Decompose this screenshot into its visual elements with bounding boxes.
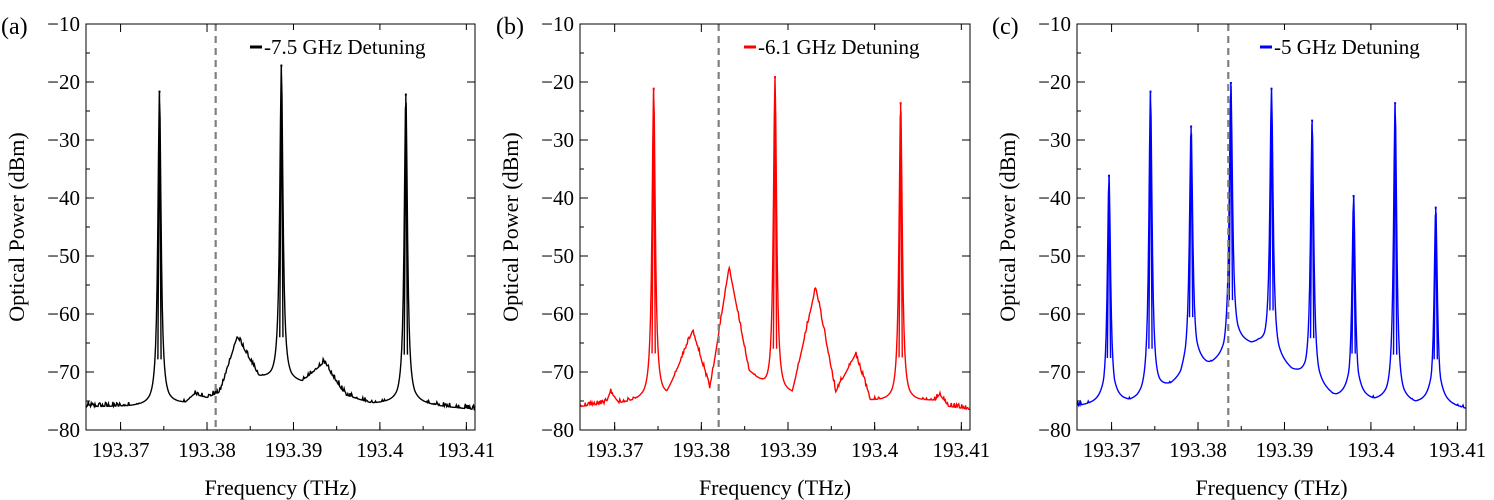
y-tick-label: −50 bbox=[1038, 244, 1071, 268]
x-tick-label: 193.4 bbox=[1347, 438, 1395, 462]
panel-label: (c) bbox=[992, 14, 1019, 40]
series-trace bbox=[1077, 81, 1466, 409]
x-axis-label: Frequency (THz) bbox=[1195, 475, 1347, 500]
y-tick-label: −60 bbox=[1038, 302, 1071, 326]
y-tick-label: −60 bbox=[541, 302, 574, 326]
x-tick-label: 193.38 bbox=[1169, 438, 1227, 462]
x-tick-label: 193.4 bbox=[851, 438, 899, 462]
x-tick-label: 193.37 bbox=[1083, 438, 1141, 462]
chart-panel-c: (c) −80 −70 −60 −50 −40 −30 −20 −10 193.37 193.38 1… bbox=[992, 12, 1486, 500]
legend-entry-label: -5 GHz Detuning bbox=[1274, 35, 1420, 59]
x-tick-label: 193.37 bbox=[92, 438, 150, 462]
y-axis-label: Optical Power (dBm) bbox=[4, 132, 29, 321]
y-tick-label: −50 bbox=[541, 244, 574, 268]
y-tick-label: −40 bbox=[47, 186, 80, 210]
x-tick-label: 193.41 bbox=[437, 438, 495, 462]
y-tick-label: −80 bbox=[541, 418, 574, 442]
y-tick-label: −10 bbox=[47, 12, 80, 36]
y-tick-label: −80 bbox=[47, 418, 80, 442]
x-tick-label: 193.4 bbox=[356, 438, 404, 462]
legend-entry-label: -6.1 GHz Detuning bbox=[758, 35, 920, 59]
y-tick-label: −70 bbox=[47, 360, 80, 384]
x-axis-label: Frequency (THz) bbox=[204, 475, 356, 500]
y-tick-label: −20 bbox=[1038, 70, 1071, 94]
y-tick-label: −70 bbox=[1038, 360, 1071, 384]
panel-label: (b) bbox=[496, 14, 524, 40]
x-tick-label: 193.38 bbox=[178, 438, 236, 462]
x-tick-label: 193.37 bbox=[586, 438, 644, 462]
y-tick-label: −20 bbox=[541, 70, 574, 94]
panel-label: (a) bbox=[1, 14, 28, 40]
series-trace bbox=[86, 64, 475, 411]
x-tick-label: 193.41 bbox=[1428, 438, 1486, 462]
y-tick-label: −30 bbox=[541, 128, 574, 152]
y-tick-label: −10 bbox=[541, 12, 574, 36]
chart-panel-b: (b) −80 −70 −60 −50 −40 −30 −20 −10 193.37 193.38 1… bbox=[496, 12, 990, 500]
x-tick-label: 193.39 bbox=[1256, 438, 1314, 462]
y-tick-label: −80 bbox=[1038, 418, 1071, 442]
y-tick-label: −50 bbox=[47, 244, 80, 268]
y-axis-label: Optical Power (dBm) bbox=[995, 132, 1020, 321]
x-tick-label: 193.39 bbox=[759, 438, 817, 462]
legend-box bbox=[738, 30, 964, 64]
y-tick-label: −40 bbox=[541, 186, 574, 210]
x-tick-label: 193.41 bbox=[932, 438, 990, 462]
x-axis-label: Frequency (THz) bbox=[699, 475, 851, 500]
x-tick-label: 193.39 bbox=[265, 438, 323, 462]
y-tick-label: −30 bbox=[1038, 128, 1071, 152]
chart-panel-a: (a) −80 −70 −60 −50 −40 −30 −20 −10 193.37 193.38 1… bbox=[1, 12, 495, 500]
y-tick-label: −10 bbox=[1038, 12, 1071, 36]
y-axis-label: Optical Power (dBm) bbox=[498, 132, 523, 321]
y-tick-label: −30 bbox=[47, 128, 80, 152]
series-trace bbox=[580, 76, 970, 411]
plot-frame bbox=[1076, 23, 1467, 431]
x-tick-label: 193.38 bbox=[672, 438, 730, 462]
y-tick-label: −20 bbox=[47, 70, 80, 94]
legend-entry-label: -7.5 GHz Detuning bbox=[264, 35, 426, 59]
legend-box bbox=[244, 30, 470, 64]
y-tick-label: −60 bbox=[47, 302, 80, 326]
y-tick-label: −40 bbox=[1038, 186, 1071, 210]
legend-box bbox=[1254, 30, 1464, 64]
y-tick-label: −70 bbox=[541, 360, 574, 384]
